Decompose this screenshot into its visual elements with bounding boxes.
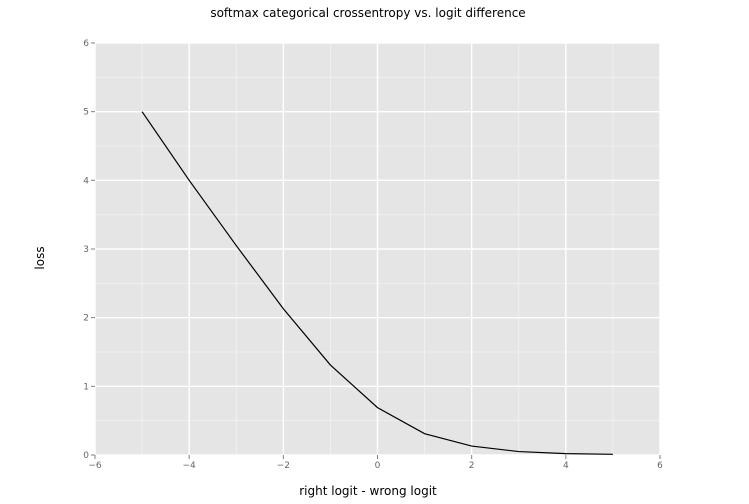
x-axis-label: right logit - wrong logit: [299, 484, 437, 498]
y-tick-label: 1: [83, 382, 89, 392]
series-line: [141, 111, 613, 455]
y-axis-ticks: [91, 42, 95, 456]
x-tick-label: −6: [88, 461, 102, 471]
chart-title: softmax categorical crossentropy vs. log…: [210, 6, 525, 20]
y-tick-label: 0: [83, 451, 89, 461]
x-tick-label: −4: [183, 461, 197, 471]
x-tick-labels: −6 −4 −2 0 2 4 6: [88, 461, 663, 471]
y-tick-label: 3: [83, 245, 89, 255]
y-tick-label: 2: [83, 314, 89, 324]
x-tick-label: 2: [469, 461, 475, 471]
y-tick-labels: 0 1 2 3 4 5 6: [83, 39, 89, 461]
x-tick-label: −2: [277, 461, 290, 471]
x-tick-label: 6: [657, 461, 663, 471]
y-tick-label: 6: [83, 39, 89, 49]
y-tick-label: 4: [83, 176, 89, 186]
x-tick-label: 0: [375, 461, 381, 471]
y-tick-label: 5: [83, 108, 89, 118]
x-tick-label: 4: [563, 461, 569, 471]
x-axis-ticks: [94, 455, 661, 459]
y-axis-label: loss: [33, 246, 47, 269]
